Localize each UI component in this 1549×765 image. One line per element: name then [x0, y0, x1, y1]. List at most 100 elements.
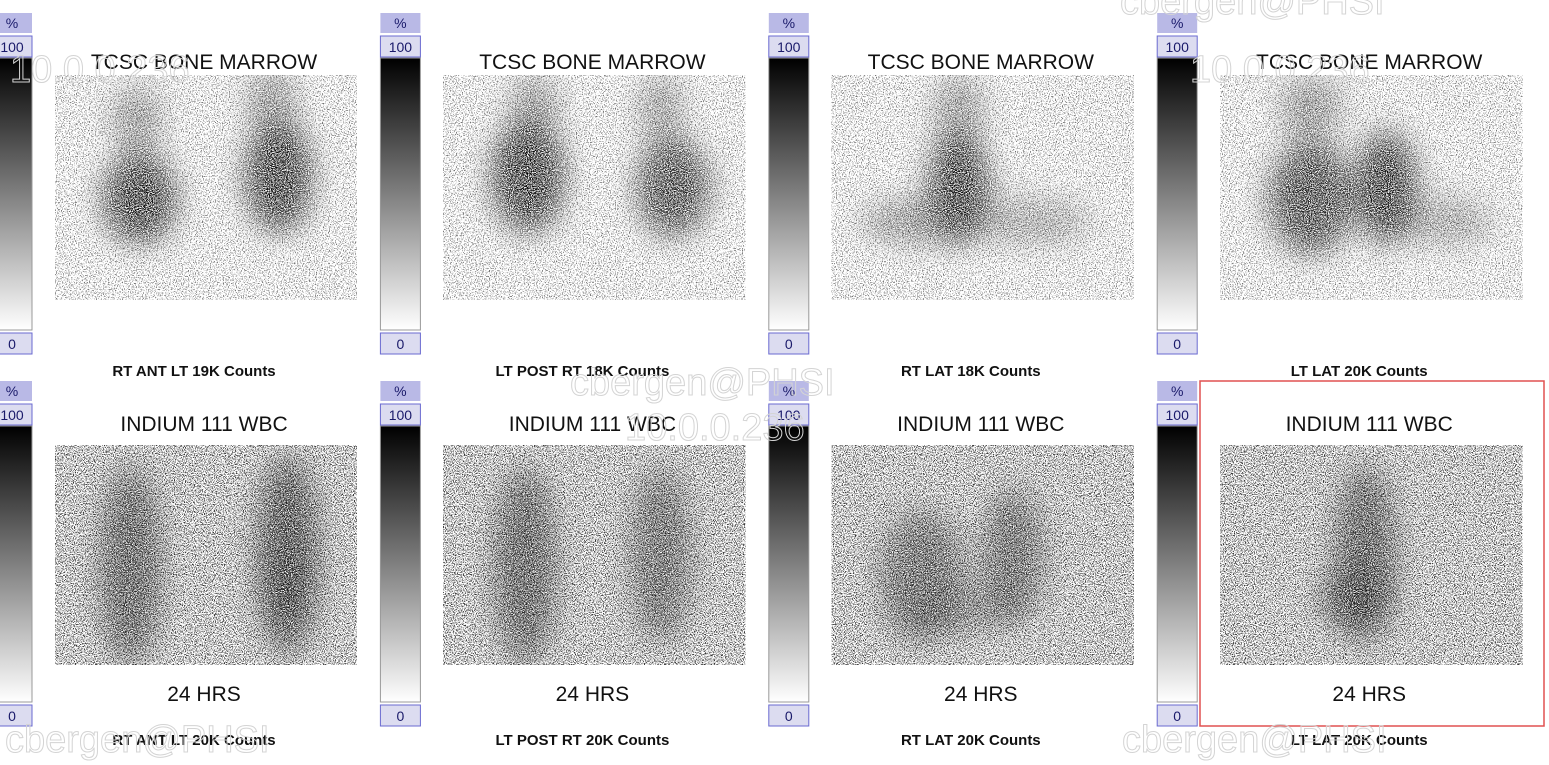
color-scale: % 100 0	[379, 381, 421, 727]
watermark: cbergen@PHSI	[5, 719, 270, 761]
scan-image	[443, 75, 746, 300]
scale-max-box	[379, 35, 421, 58]
scan-image	[831, 445, 1134, 665]
scan-image	[1220, 75, 1523, 300]
watermark: cbergen@PHSI	[1122, 719, 1387, 761]
panel-title: INDIUM 111 WBC	[120, 413, 287, 436]
scale-max: 100	[777, 39, 801, 55]
scale-max: 100	[777, 407, 801, 423]
scale-unit: %	[783, 383, 795, 399]
image-panel: % 100 0 TCSC BONE MARROW RT ANT LT 19K Count…	[0, 13, 357, 380]
scale-unit: %	[394, 15, 406, 31]
scale-min: 0	[397, 708, 405, 724]
scale-gradient	[379, 425, 421, 703]
panel-subtitle: 24 HRS	[944, 683, 1018, 706]
scale-unit: %	[6, 383, 18, 399]
watermark: cbergen@PHSI	[570, 362, 835, 404]
image-panel: % 100 0 INDIUM 111 WBC 24 HRS RT ANT LT 20K C…	[0, 381, 357, 749]
scale-min: 0	[1173, 336, 1181, 352]
panel-title: INDIUM 111 WBC	[897, 413, 1064, 436]
color-scale: % 100 0	[379, 13, 421, 355]
scale-unit: %	[1171, 15, 1183, 31]
panel-caption: RT ANT LT 20K Counts	[112, 732, 275, 749]
selection-frame	[1199, 380, 1545, 727]
color-scale: % 100 0	[1156, 381, 1198, 727]
scan-image	[1220, 445, 1523, 665]
image-panel: % 100 0 INDIUM 111 WBC 24 HRS LT LAT 20K Coun…	[1156, 381, 1523, 749]
scale-unit-box	[768, 381, 809, 401]
scale-unit: %	[394, 383, 406, 399]
scale-max-box	[768, 35, 810, 58]
panel-subtitle: 24 HRS	[556, 683, 630, 706]
color-scale: % 100 0	[768, 13, 810, 355]
scale-min-box	[379, 332, 421, 355]
scale-min-box	[1156, 332, 1198, 355]
scan-image	[443, 445, 746, 665]
scale-min: 0	[397, 336, 405, 352]
scale-unit-box	[380, 13, 421, 33]
panel-title: TCSC BONE MARROW	[479, 51, 706, 74]
scan-image	[55, 445, 357, 665]
scale-gradient	[768, 425, 810, 703]
panel-title: TCSC BONE MARROW	[1256, 51, 1483, 74]
scale-gradient	[1156, 57, 1198, 331]
scale-min: 0	[8, 708, 16, 724]
color-scale: % 100 0	[0, 381, 33, 727]
watermark: 10.0.0.236	[10, 49, 190, 91]
scale-unit-box	[380, 381, 421, 401]
panel-caption: LT LAT 20K Counts	[1291, 363, 1428, 380]
panel-title: INDIUM 111 WBC	[1286, 413, 1453, 436]
image-panel: % 100 0 INDIUM 111 WBC 24 HRS RT LAT 20K Coun…	[768, 381, 1134, 749]
scale-unit-box	[1157, 381, 1198, 401]
scale-unit-box	[1157, 13, 1198, 33]
scale-gradient	[1156, 425, 1198, 703]
scale-min-box	[0, 704, 33, 727]
scale-min-box	[768, 704, 810, 727]
scale-max-box	[379, 403, 421, 426]
color-scale: % 100 0	[1156, 13, 1198, 355]
panel-title: TCSC BONE MARROW	[868, 51, 1095, 74]
scale-unit-box	[768, 13, 809, 33]
scale-max: 100	[0, 39, 24, 55]
panel-caption: RT ANT LT 19K Counts	[112, 363, 275, 380]
scale-min-box	[768, 332, 810, 355]
scan-image	[831, 75, 1134, 300]
scale-gradient	[0, 57, 33, 331]
watermark: cbergen@PHSI	[1120, 0, 1385, 23]
scale-min: 0	[785, 708, 793, 724]
panel-subtitle: 24 HRS	[167, 683, 241, 706]
scale-max: 100	[0, 407, 24, 423]
panel-caption: LT POST RT 20K Counts	[495, 732, 669, 749]
image-panel: % 100 0 INDIUM 111 WBC 24 HRS LT POST RT 20K …	[379, 381, 746, 749]
scale-gradient	[0, 425, 33, 703]
panel-caption: RT LAT 18K Counts	[901, 363, 1041, 380]
scale-max: 100	[1166, 407, 1190, 423]
scale-max: 100	[1166, 39, 1190, 55]
scale-max-box	[1156, 403, 1198, 426]
scale-unit-box	[0, 381, 32, 401]
scale-max-box	[0, 35, 33, 58]
panel-subtitle: 24 HRS	[1332, 683, 1406, 706]
scale-max-box	[1156, 35, 1198, 58]
scale-min: 0	[785, 336, 793, 352]
scale-unit: %	[783, 15, 795, 31]
scale-min-box	[0, 332, 33, 355]
watermark: 10.0.0.236	[625, 407, 805, 449]
scale-max: 100	[389, 39, 413, 55]
panel-title: INDIUM 111 WBC	[509, 413, 676, 436]
scale-gradient	[379, 57, 421, 331]
panel-caption: LT LAT 20K Counts	[1291, 732, 1428, 749]
panel-caption: LT POST RT 18K Counts	[495, 363, 669, 380]
color-scale: % 100 0	[0, 13, 33, 355]
color-scale: % 100 0	[768, 381, 810, 727]
image-panel: % 100 0 TCSC BONE MARROW RT LAT 18K Counts	[768, 13, 1134, 380]
watermark: 10.0.0.236	[1190, 49, 1370, 91]
scale-min: 0	[1173, 708, 1181, 724]
scale-gradient	[768, 57, 810, 331]
scale-max: 100	[389, 407, 413, 423]
image-panel: % 100 0 TCSC BONE MARROW LT POST RT 18K Coun…	[379, 13, 746, 380]
scan-image	[55, 75, 357, 300]
scale-max-box	[768, 403, 810, 426]
scale-unit-box	[0, 13, 32, 33]
